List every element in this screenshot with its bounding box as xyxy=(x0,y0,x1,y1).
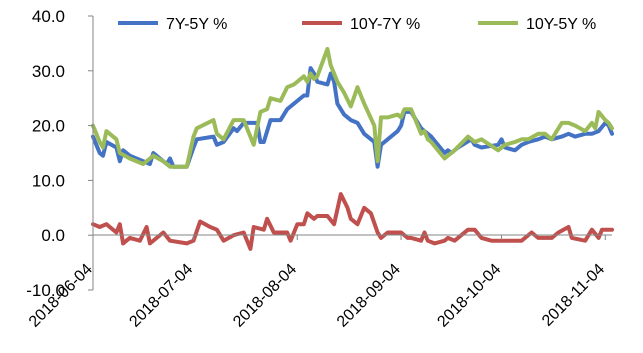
y-tick-label: 0.0 xyxy=(41,226,65,245)
y-tick-label: 20.0 xyxy=(32,117,65,136)
y-tick-label: 40.0 xyxy=(32,7,65,26)
legend-label: 10Y-5Y % xyxy=(526,16,596,33)
chart-legend: 7Y-5Y % 10Y-7Y % 10Y-5Y % xyxy=(118,16,596,33)
y-tick-label: 10.0 xyxy=(32,171,65,190)
series-line xyxy=(91,46,614,169)
legend-label: 10Y-7Y % xyxy=(350,16,420,33)
chart-axes xyxy=(92,16,612,290)
plot-lines xyxy=(91,46,614,251)
legend-label: 7Y-5Y % xyxy=(166,16,227,33)
y-tick-label: 30.0 xyxy=(32,62,65,81)
y-axis-ticks: -10.0 0.0 10.0 20.0 30.0 40.0 xyxy=(26,7,93,300)
y-tick-label: -10.0 xyxy=(26,281,65,300)
series-line xyxy=(91,192,614,251)
